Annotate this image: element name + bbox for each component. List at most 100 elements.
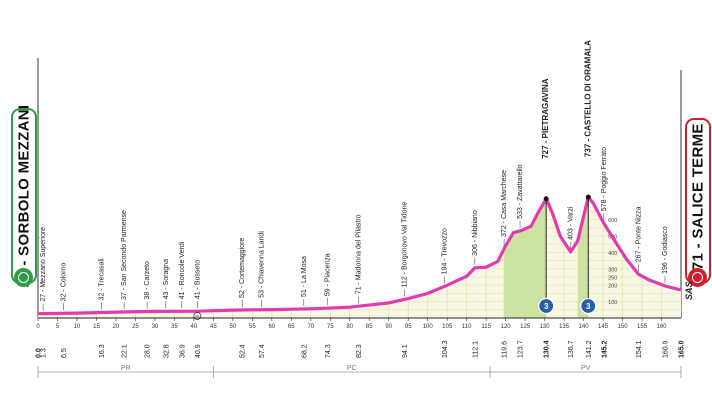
place-label: 38 - Carzeto [144, 261, 151, 300]
x-tick-label: 50 [230, 324, 237, 330]
km-point-label: 145.2 [601, 340, 608, 358]
x-tick-label: 25 [132, 324, 139, 330]
y-tick-label: 300 [608, 267, 617, 273]
x-tick-label: 105 [442, 324, 453, 330]
km-point-label: 165.0 [679, 340, 686, 358]
x-tick-label: 15 [93, 324, 100, 330]
flag-start-icon [14, 268, 33, 287]
km-point-label: 28.0 [145, 344, 152, 358]
x-tick-label: 65 [288, 324, 295, 330]
x-tick-label: 135 [559, 324, 570, 330]
place-label: 27 - Mezzano Superiore [40, 227, 47, 302]
start-town-box: 26 - SORBOLO MEZZANI [11, 105, 37, 287]
km-point-label: 57.4 [259, 344, 266, 358]
place-label: 196 - Godiasco [662, 226, 669, 274]
climb-category-label: 3 [586, 302, 591, 311]
km-point-label: 22.1 [122, 344, 129, 358]
km-point-label: 94.1 [402, 344, 409, 358]
km-point-label: 82.3 [356, 344, 363, 358]
x-tick-label: 0 [36, 324, 40, 330]
x-tick-label: 90 [385, 324, 392, 330]
x-tick-label: 100 [423, 324, 434, 330]
x-tick-label: 130 [540, 324, 551, 330]
place-label: 53 - Chiavenna Landi [259, 231, 266, 298]
place-label: 71 - Madonna del Pilastro [356, 214, 363, 294]
x-tick-label: 20 [113, 324, 120, 330]
place-label: 41 - Busseto [194, 260, 201, 299]
place-label: 59 - Piacenza [325, 253, 332, 296]
y-tick-label: 250 [608, 276, 617, 282]
km-point-label: 123.7 [518, 340, 525, 358]
place-label: 112 - Borgonovo Val Tidone [402, 202, 409, 288]
place-label: 194 - Trevozzo [441, 228, 448, 274]
x-tick-label: 55 [249, 324, 256, 330]
province-label: PR [121, 365, 131, 372]
x-tick-label: 155 [637, 324, 648, 330]
profile-line [37, 195, 682, 316]
x-tick-label: 140 [579, 324, 590, 330]
x-tick-label: 145 [598, 324, 609, 330]
x-tick-label: 110 [462, 324, 472, 330]
x-tick-label: 150 [618, 324, 629, 330]
km-point-label: 112.1 [472, 341, 479, 358]
y-tick-label: 600 [608, 218, 617, 224]
x-tick-label: 115 [481, 324, 491, 330]
climb-category-label: 3 [544, 302, 549, 311]
km-point-label: 40.9 [195, 344, 202, 358]
province-label: PV [581, 365, 591, 372]
x-tick-label: 5 [56, 324, 60, 330]
place-label: 727 - PIETRAGAVINA [541, 78, 550, 159]
x-tick-label: 70 [307, 324, 314, 330]
climb-category-badge [580, 297, 597, 315]
x-tick-label: 75 [327, 324, 334, 330]
x-tick-label: 35 [171, 324, 178, 330]
km-point-label: 104.3 [442, 340, 449, 358]
x-tick-label: 95 [405, 324, 412, 330]
km-point-label: 6.5 [61, 348, 68, 358]
x-tick-label: 45 [210, 324, 217, 330]
climb-summit-dot [585, 194, 591, 200]
km-point-label: 0.0 [36, 348, 43, 358]
x-tick-label: 160 [657, 324, 668, 330]
start-town-label: 26 - SORBOLO MEZZANI [15, 104, 33, 288]
x-tick-label: 120 [501, 324, 512, 330]
km-point-label: 68.2 [301, 344, 308, 358]
province-label: PC [347, 365, 357, 372]
place-label: 51 - La Mosa [301, 256, 308, 297]
x-tick-label: 40 [191, 324, 198, 330]
place-label: 41 - Roncole Verdi [179, 241, 186, 299]
x-tick-label: 85 [366, 324, 373, 330]
y-tick-label: 400 [608, 251, 617, 257]
place-label: 372 - Casa Marchese [501, 170, 508, 237]
y-tick-label: 200 [608, 284, 617, 290]
climb-category-badge [538, 297, 555, 315]
place-label: 403 - Varzi [568, 206, 575, 240]
km-point-label: 141.2 [586, 340, 593, 358]
km-point-label: 1.3 [41, 348, 48, 358]
km-point-label: 36.9 [179, 344, 186, 358]
place-label: 52 - Cortemaggiore [239, 238, 246, 298]
climb-area [577, 197, 589, 318]
place-label: 578 - Poggio Ferrato [601, 147, 608, 211]
flag-finish-icon [688, 268, 707, 287]
place-label: 32 - Trecasali [99, 258, 106, 300]
km-point-label: 160.9 [663, 340, 670, 358]
place-label: 267 - Ponte Nizza [636, 206, 643, 262]
place-label: 533 - Zavattarello [517, 164, 524, 219]
km-point-label: 52.4 [240, 344, 247, 358]
sponsor-logo: SAS [684, 281, 694, 300]
km-point-label: 154.1 [636, 340, 643, 358]
x-tick-label: 10 [74, 324, 81, 330]
climb-summit-dot [543, 196, 549, 202]
finish-town-label: 171 - SALICE TERME [689, 123, 707, 279]
km-point-label: 136.7 [568, 340, 575, 358]
x-tick-label: 60 [268, 324, 275, 330]
km-point-label: 130.4 [544, 340, 551, 358]
x-tick-label: 125 [520, 324, 531, 330]
place-label: 43 - Soragna [163, 259, 170, 300]
km-point-label: 32.8 [163, 344, 170, 358]
x-tick-label: 80 [346, 324, 353, 330]
finish-town-box: 171 - SALICE TERME [685, 118, 711, 284]
